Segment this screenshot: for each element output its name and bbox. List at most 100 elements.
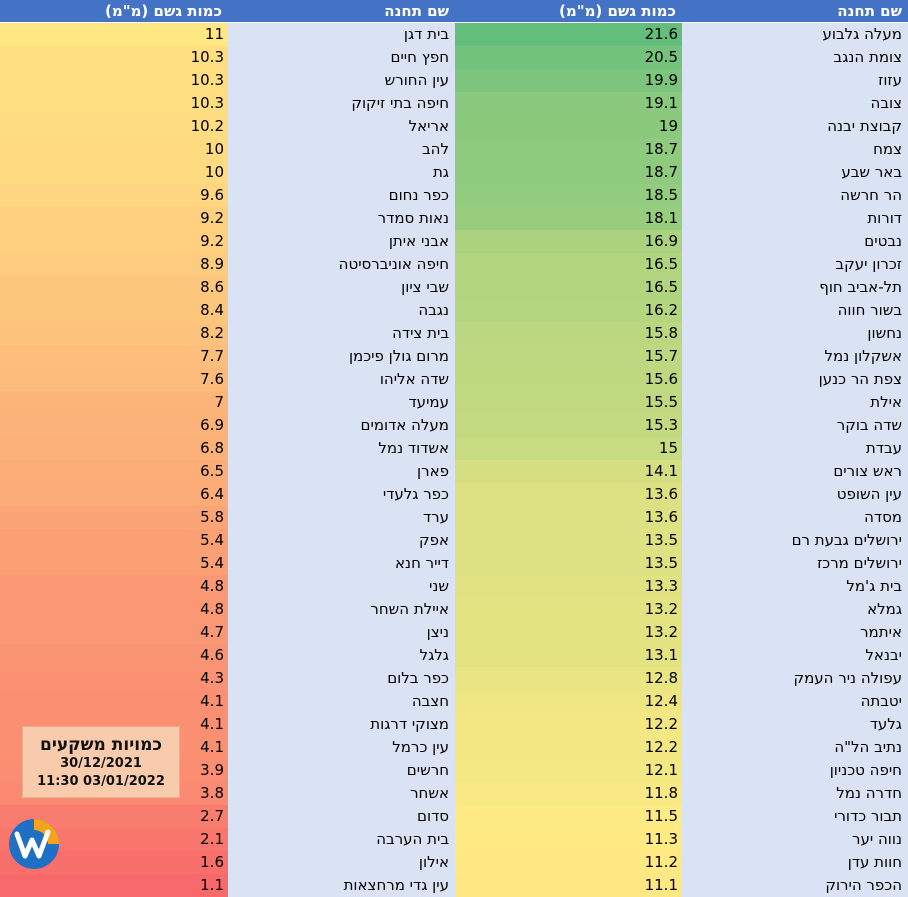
- table-row-right: ירושלים גבעת רם 13.5: [0, 529, 908, 552]
- station-name-cell: חיפה אוניברסיטה: [228, 253, 455, 276]
- rain-amount-cell: 18.5: [455, 184, 682, 207]
- rain-amount-cell: 15.5: [455, 391, 682, 414]
- rain-amount-cell: 16.2: [455, 299, 682, 322]
- station-name-cell: ירושלים מרכז: [682, 552, 908, 575]
- rain-amount-cell: 10.3: [0, 69, 228, 92]
- station-name-cell: עין כרמל: [228, 736, 455, 759]
- rain-amount-cell: 19.1: [455, 92, 682, 115]
- table-row-left: בית הערבה 2.1: [0, 828, 908, 851]
- table-row-left: עמיעד 7: [0, 391, 908, 414]
- table-row-right: עזוז 19.9: [0, 69, 908, 92]
- station-name-cell: מעלה גלבוע: [682, 23, 908, 46]
- rain-amount-cell: 13.6: [455, 506, 682, 529]
- rain-amount-cell: 7.6: [0, 368, 228, 391]
- table-row-right: חדרה נמל 11.8: [0, 782, 908, 805]
- station-name-cell: איילת השחר: [228, 598, 455, 621]
- station-name-cell: עזוז: [682, 69, 908, 92]
- rain-amount-cell: 4.3: [0, 667, 228, 690]
- station-name-cell: חצבה: [228, 690, 455, 713]
- station-name-cell: נגבה: [228, 299, 455, 322]
- rain-amount-cell: 20.5: [455, 46, 682, 69]
- rain-amount-cell: 6.9: [0, 414, 228, 437]
- station-name-cell: ירושלים גבעת רם: [682, 529, 908, 552]
- table-row-left: עין החורש 10.3: [0, 69, 908, 92]
- station-name-cell: שדה בוקר: [682, 414, 908, 437]
- rain-amount-cell: 12.8: [455, 667, 682, 690]
- rain-amount-cell: 10: [0, 161, 228, 184]
- rain-amount-cell: 8.4: [0, 299, 228, 322]
- table-row-right: נחשון 15.8: [0, 322, 908, 345]
- table-row-right: נווה יער 11.3: [0, 828, 908, 851]
- station-name-cell: פארן: [228, 460, 455, 483]
- rain-amount-cell: 6.4: [0, 483, 228, 506]
- table-row-left: פארן 6.5: [0, 460, 908, 483]
- station-name-cell: נתיב הל"ה: [682, 736, 908, 759]
- rain-amount-cell: 12.4: [455, 690, 682, 713]
- station-name-cell: תבור כדורי: [682, 805, 908, 828]
- rain-amount-cell: 16.5: [455, 253, 682, 276]
- table-row-left: כפר בלום 4.3: [0, 667, 908, 690]
- station-name-cell: עין גדי מרחצאות: [228, 874, 455, 897]
- station-name-cell: אריאל: [228, 115, 455, 138]
- station-name-cell: כפר גלעדי: [228, 483, 455, 506]
- table-row-left: חפץ חיים 10.3: [0, 46, 908, 69]
- table-row-right: חיפה טכניון 12.1: [0, 759, 908, 782]
- station-name-cell: נאות סמדר: [228, 207, 455, 230]
- station-name-cell: בית דגן: [228, 23, 455, 46]
- rain-amount-cell: 11.2: [455, 851, 682, 874]
- station-name-cell: קבוצת יבנה: [682, 115, 908, 138]
- station-name-cell: צפת הר כנען: [682, 368, 908, 391]
- rain-amount-cell: 16.5: [455, 276, 682, 299]
- table-row-left: כפר נחום 9.6: [0, 184, 908, 207]
- station-name-cell: איתמר: [682, 621, 908, 644]
- rain-amount-cell: 18.7: [455, 138, 682, 161]
- rain-amount-cell: 6.8: [0, 437, 228, 460]
- legend-date-to: 03/01/2022 11:30: [37, 774, 165, 789]
- rain-amount-cell: 13.2: [455, 598, 682, 621]
- table-row-left: עין גדי מרחצאות 1.1: [0, 874, 908, 897]
- station-name-cell: עין החורש: [228, 69, 455, 92]
- rain-amount-cell: 1.6: [0, 851, 228, 874]
- table-row-right: זכרון יעקב 16.5: [0, 253, 908, 276]
- rain-amount-cell: 11.3: [455, 828, 682, 851]
- rain-amount-cell: 13.5: [455, 552, 682, 575]
- table-row-left: גת 10: [0, 161, 908, 184]
- table-row-right: עבדת 15: [0, 437, 908, 460]
- station-name-cell: צובה: [682, 92, 908, 115]
- rain-amount-cell: 5.8: [0, 506, 228, 529]
- table-row-left: אפק 5.4: [0, 529, 908, 552]
- table-row-left: בית צידה 8.2: [0, 322, 908, 345]
- rain-amount-cell: 16.9: [455, 230, 682, 253]
- station-name-cell: בית הערבה: [228, 828, 455, 851]
- station-name-cell: בית ג'מל: [682, 575, 908, 598]
- station-name-cell: מעלה אדומים: [228, 414, 455, 437]
- table-row-left: סדום 2.7: [0, 805, 908, 828]
- rain-amount-cell: 8.6: [0, 276, 228, 299]
- station-name-cell: כפר בלום: [228, 667, 455, 690]
- station-name-cell: להב: [228, 138, 455, 161]
- rain-amount-cell: 12.1: [455, 759, 682, 782]
- table-row-left: ערד 5.8: [0, 506, 908, 529]
- table-row-left: אבני איתן 9.2: [0, 230, 908, 253]
- station-name-cell: גמלא: [682, 598, 908, 621]
- table-row-left: מצוקי דרגות 4.1: [0, 713, 908, 736]
- table-row-right: מעלה גלבוע 21.6: [0, 23, 908, 46]
- rain-amount-cell: 10: [0, 138, 228, 161]
- table-row-right: תבור כדורי 11.5: [0, 805, 908, 828]
- rain-amount-cell: 1.1: [0, 874, 228, 897]
- rain-amount-cell: 9.6: [0, 184, 228, 207]
- table-row-right: יטבתה 12.4: [0, 690, 908, 713]
- table-row-left: אשדוד נמל 6.8: [0, 437, 908, 460]
- table-row-right: צובה 19.1: [0, 92, 908, 115]
- station-name-cell: חיפה בתי זיקוק: [228, 92, 455, 115]
- rain-amount-cell: 21.6: [455, 23, 682, 46]
- station-name-cell: הכפר הירוק: [682, 874, 908, 897]
- station-name-cell: סדום: [228, 805, 455, 828]
- rain-amount-cell: 14.1: [455, 460, 682, 483]
- table-row-left: אילון 1.6: [0, 851, 908, 874]
- table-row-left: שני 4.8: [0, 575, 908, 598]
- rain-amount-cell: 15.3: [455, 414, 682, 437]
- rain-amount-cell: 11.5: [455, 805, 682, 828]
- station-name-cell: שני: [228, 575, 455, 598]
- station-name-cell: נחשון: [682, 322, 908, 345]
